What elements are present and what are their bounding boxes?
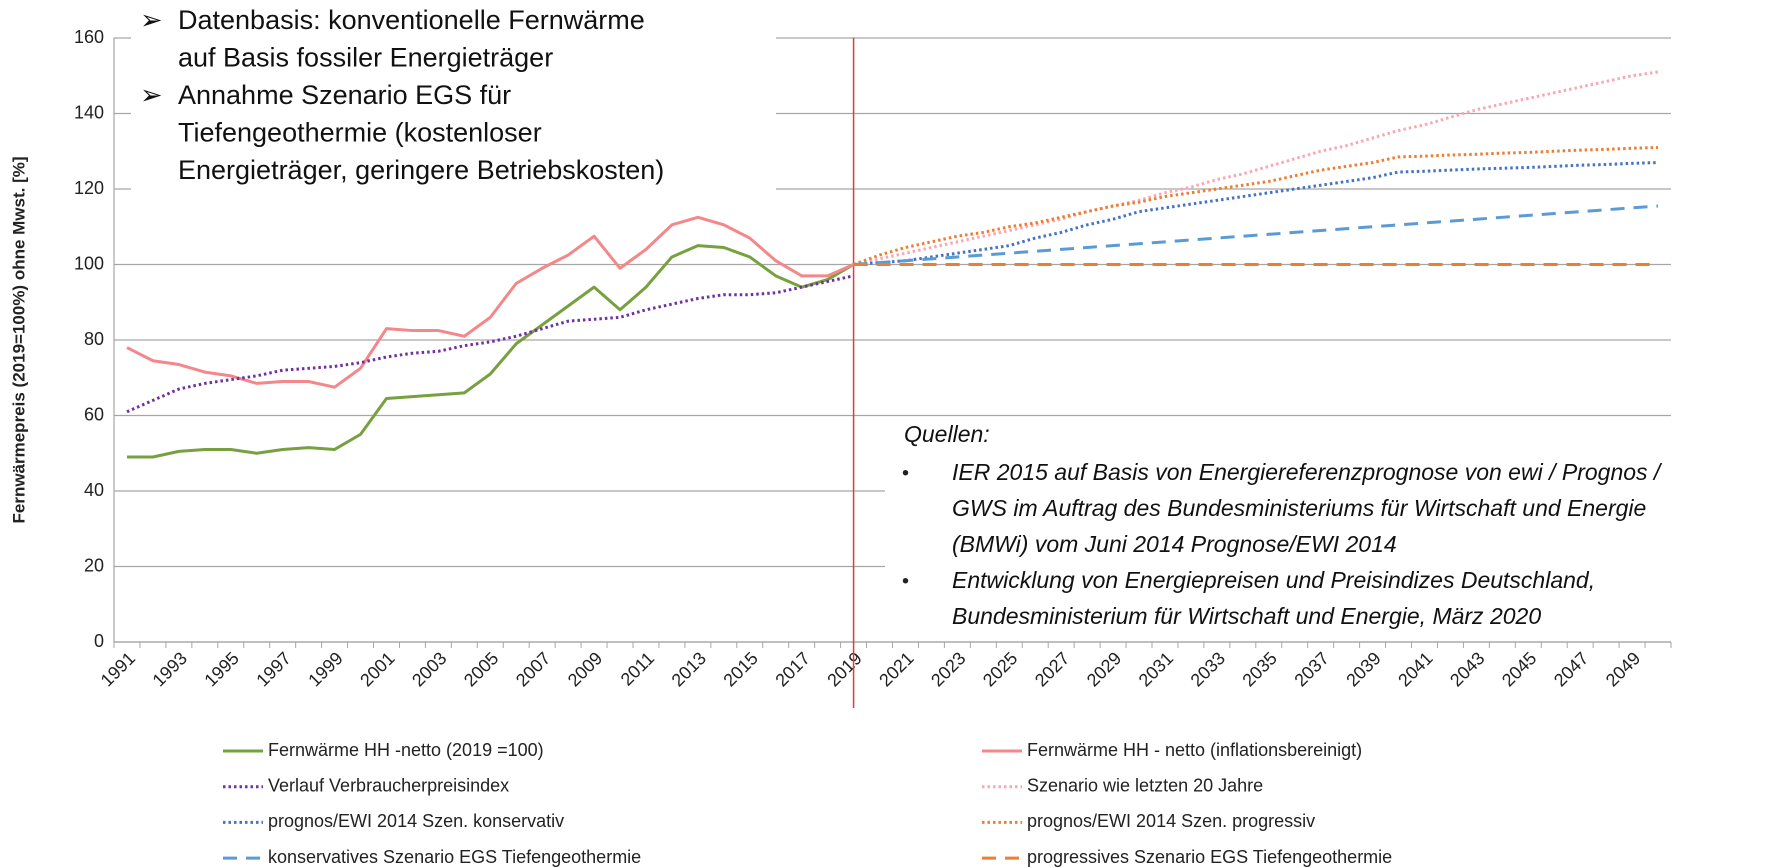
series-line	[853, 145, 1659, 266]
x-tick-label: 2049	[1602, 648, 1644, 690]
x-tick-label: 2011	[617, 648, 659, 690]
y-tick-label: 140	[74, 102, 104, 122]
x-tick-label: 1999	[304, 648, 346, 690]
x-tick-label: 2041	[1394, 648, 1436, 690]
bullet-marker: •	[902, 462, 909, 484]
x-tick-label: 2039	[1342, 648, 1384, 690]
y-tick-label: 40	[84, 480, 104, 500]
x-tick-label: 2031	[1135, 648, 1177, 690]
sources-text: GWS im Auftrag des Bundesministeriums fü…	[952, 495, 1646, 521]
legend-label: Verlauf Verbraucherpreisindex	[268, 775, 509, 795]
x-tick-label: 2025	[979, 648, 1021, 690]
x-tick-label: 2001	[356, 648, 398, 690]
bullet-marker: ➢	[140, 80, 163, 110]
y-tick-label: 20	[84, 555, 104, 575]
x-tick-label: 1995	[201, 648, 243, 690]
legend-label: Szenario wie letzten 20 Jahre	[1027, 775, 1263, 795]
sources-text: IER 2015 auf Basis von Energiereferenzpr…	[952, 459, 1663, 485]
y-tick-label: 100	[74, 253, 104, 273]
x-tick-label: 2029	[1083, 648, 1125, 690]
annotation-text: auf Basis fossiler Energieträger	[178, 43, 553, 73]
annotation-text: Energieträger, geringere Betriebskosten)	[178, 155, 664, 185]
x-tick-label: 1991	[97, 648, 139, 690]
annotation-box	[131, 0, 776, 217]
x-tick-label: 2043	[1446, 648, 1488, 690]
x-tick-label: 2005	[460, 648, 502, 690]
series-line	[853, 70, 1659, 266]
x-tick-label: 2003	[408, 648, 450, 690]
x-tick-label: 2015	[720, 648, 762, 690]
x-tick-label: 1993	[149, 648, 191, 690]
x-tick-label: 2037	[1290, 648, 1332, 690]
y-tick-label: 0	[94, 631, 104, 651]
x-tick-label: 2047	[1550, 648, 1592, 690]
x-tick-label: 2021	[875, 648, 917, 690]
x-tick-label: 2045	[1498, 648, 1540, 690]
legend-label: progressives Szenario EGS Tiefengeotherm…	[1027, 847, 1392, 867]
bullet-marker: •	[902, 570, 909, 592]
legend-label: konservatives Szenario EGS Tiefengeother…	[268, 847, 641, 867]
series-line	[853, 161, 1659, 266]
sources-box	[885, 417, 1765, 617]
x-tick-label: 2033	[1187, 648, 1229, 690]
y-tick-label: 160	[74, 27, 104, 47]
sources-text: (BMWi) vom Juni 2014 Prognose/EWI 2014	[952, 531, 1397, 557]
x-tick-label: 2007	[512, 648, 554, 690]
series-line	[126, 215, 855, 389]
x-tick-label: 2017	[771, 648, 813, 690]
x-tick-label: 2035	[1239, 648, 1281, 690]
y-tick-label: 80	[84, 329, 104, 349]
series-line	[853, 204, 1659, 266]
x-tick-label: 1997	[252, 648, 294, 690]
x-tick-label: 2019	[823, 648, 865, 690]
x-tick-label: 2023	[927, 648, 969, 690]
y-tick-label: 120	[74, 178, 104, 198]
series-line	[126, 244, 855, 459]
legend-label: prognos/EWI 2014 Szen. progressiv	[1027, 811, 1315, 831]
bullet-marker: ➢	[140, 5, 163, 35]
sources-text: Entwicklung von Energiepreisen und Preis…	[952, 567, 1595, 593]
annotation-text: Annahme Szenario EGS für	[178, 80, 511, 110]
legend-label: prognos/EWI 2014 Szen. konservativ	[268, 811, 564, 831]
y-tick-label: 60	[84, 404, 104, 424]
legend-label: Fernwärme HH - netto (inflationsbereinig…	[1027, 740, 1362, 760]
annotation-text: Datenbasis: konventionelle Fernwärme	[178, 5, 645, 35]
sources-title: Quellen:	[904, 421, 990, 447]
x-tick-label: 2009	[564, 648, 606, 690]
x-tick-label: 2013	[668, 648, 710, 690]
x-tick-label: 2027	[1031, 648, 1073, 690]
sources-text: Bundesministerium für Wirtschaft und Ene…	[952, 603, 1541, 629]
y-axis-title: Fernwärmepreis (2019=100%) ohne Mwst. [%…	[9, 156, 28, 523]
series-line	[126, 274, 854, 414]
annotation-text: Tiefengeothermie (kostenloser	[178, 118, 542, 148]
legend-label: Fernwärme HH -netto (2019 =100)	[268, 740, 544, 760]
